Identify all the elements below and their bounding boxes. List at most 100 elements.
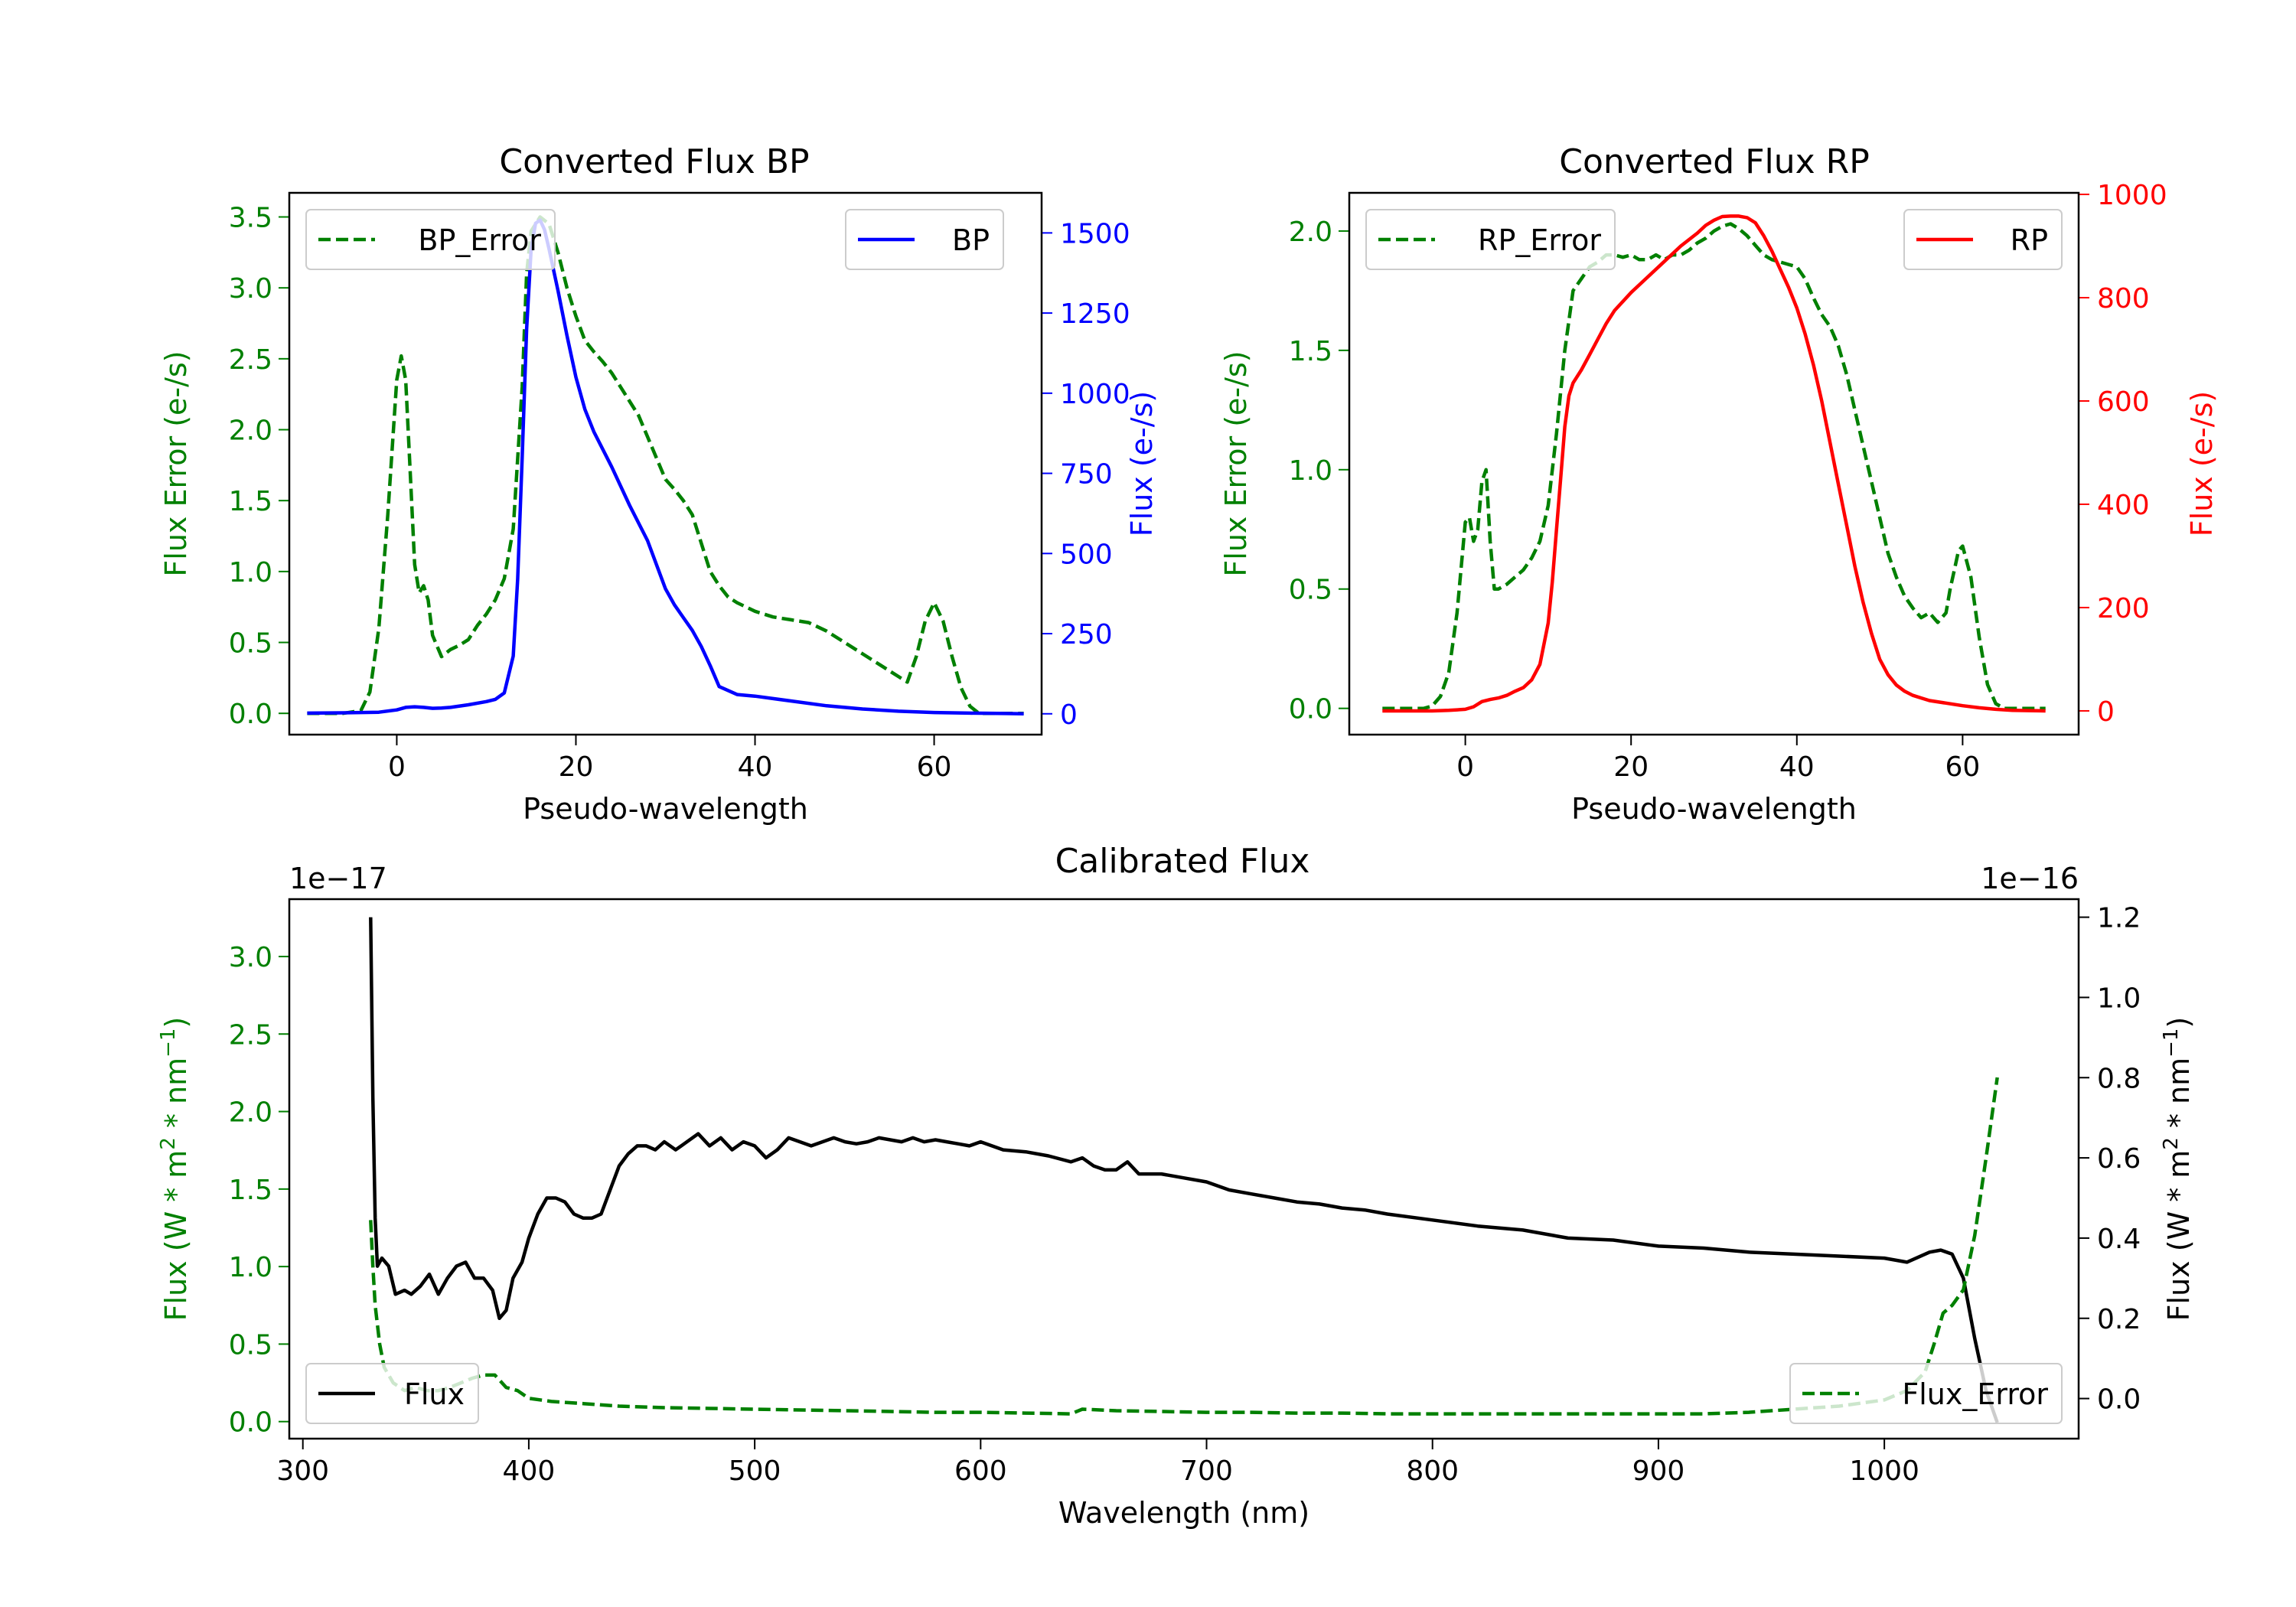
calibrated-x-tick-label: 300 <box>276 1455 329 1487</box>
bp-left-y-tick-label: 1.5 <box>229 486 272 517</box>
calibrated-right-y-axis-label-part: 2 <box>2160 1137 2183 1150</box>
bp-left-y-tick-label: 3.5 <box>229 203 272 234</box>
calibrated-right-y-tick-label: 1.2 <box>2097 903 2141 934</box>
bp-x-tick-label: 60 <box>917 751 952 783</box>
calibrated-right-y-axis-label-part: ) <box>2162 1017 2196 1028</box>
calibrated-x-tick-label: 800 <box>1406 1455 1459 1487</box>
rp-right-y-tick-label: 800 <box>2097 283 2150 315</box>
rp-series-rp-error-line <box>1382 222 2046 710</box>
bp-legend-1-label: BP <box>952 223 990 257</box>
calibrated-x-tick-label: 1000 <box>1849 1455 1919 1487</box>
bp-right-y-axis-label: Flux (e-/s) <box>1125 391 1159 536</box>
calibrated-left-y-tick-label: 2.0 <box>229 1097 272 1129</box>
calibrated-right-y-axis-label-part: Flux (W * m <box>2162 1150 2196 1322</box>
rp-right-y-tick-label: 400 <box>2097 490 2150 521</box>
bp-x-tick-label: 40 <box>738 751 773 783</box>
calibrated-x-tick-label: 900 <box>1632 1455 1685 1487</box>
bp-legend-0-box <box>305 209 556 270</box>
rp-legend-0-label: RP_Error <box>1478 223 1601 257</box>
bp-right-y-tick-label: 0 <box>1060 699 1078 731</box>
rp-legend-0-box <box>1365 209 1616 270</box>
rp-right-y-tick-label: 0 <box>2097 696 2115 728</box>
calibrated-x-tick-label: 600 <box>954 1455 1007 1487</box>
bp-legend-0-label: BP_Error <box>418 223 541 257</box>
rp-legend-1-label: RP <box>2011 223 2048 257</box>
calibrated-right-y-tick-label: 0.8 <box>2097 1063 2141 1094</box>
calibrated-right-y-tick-label: 1.0 <box>2097 983 2141 1014</box>
rp-title: Converted Flux RP <box>1559 142 1870 181</box>
bp-left-y-tick-label: 2.0 <box>229 416 272 447</box>
calibrated-right-y-tick-label: 0.6 <box>2097 1143 2141 1175</box>
calibrated-legend-0-box <box>305 1363 479 1424</box>
calibrated-right-y-axis-label: Flux (W * m2 * nm−1) <box>2160 1017 2196 1322</box>
bp-panel: Converted Flux BP 0 20 40 60 0.0 0.5 1.0 1.5 2.0… <box>159 142 1159 826</box>
bp-x-tick-label: 20 <box>559 751 594 783</box>
bp-left-y-tick-label: 0.0 <box>229 699 272 730</box>
calibrated-left-y-tick-label: 1.5 <box>229 1175 272 1206</box>
calibrated-left-y-axis-label-part: −1 <box>157 1028 180 1058</box>
rp-left-y-tick-label: 1.5 <box>1289 336 1332 367</box>
rp-axes-frame <box>1348 191 2080 736</box>
calibrated-panel: Calibrated Flux 300 400 500 600 700 800 900 100… <box>157 842 2196 1530</box>
calibrated-left-y-tick-label: 2.5 <box>229 1019 272 1051</box>
rp-panel: Converted Flux RP 0 20 40 60 0.0 0.5 1.0 1.5 2.0… <box>1219 142 2219 826</box>
calibrated-right-y-axis-label-part: −1 <box>2160 1028 2183 1058</box>
calibrated-legend-1-label: Flux_Error <box>1902 1377 2048 1411</box>
rp-left-y-tick-label: 0.5 <box>1289 575 1332 606</box>
rp-right-y-tick-label: 1000 <box>2097 180 2167 211</box>
calibrated-left-y-axis-label-part: * nm <box>159 1058 193 1137</box>
calibrated-x-tick-label: 700 <box>1180 1455 1233 1487</box>
rp-left-y-tick-label: 1.0 <box>1289 455 1332 487</box>
calibrated-left-y-axis-label-part: Flux (W * m <box>159 1150 193 1322</box>
rp-x-axis-label: Pseudo-wavelength <box>1571 792 1857 826</box>
rp-left-y-axis-label: Flux Error (e-/s) <box>1219 350 1253 576</box>
calibrated-left-y-axis-label-part: ) <box>159 1017 193 1028</box>
bp-right-y-tick-label: 1000 <box>1060 379 1130 410</box>
rp-left-y-tick-label: 2.0 <box>1289 217 1332 248</box>
calibrated-legend-1-box <box>1789 1363 2063 1424</box>
bp-right-y-tick-label: 1250 <box>1060 298 1130 330</box>
bp-left-y-tick-label: 1.0 <box>229 557 272 588</box>
bp-series-bp-error-line <box>307 215 1024 715</box>
bp-right-y-tick-label: 750 <box>1060 459 1113 491</box>
rp-x-tick-label: 40 <box>1779 751 1815 783</box>
calibrated-right-y-tick-label: 0.4 <box>2097 1224 2141 1255</box>
calibrated-right-y-tick-label: 0.2 <box>2097 1304 2141 1335</box>
bp-x-axis-label: Pseudo-wavelength <box>523 792 808 826</box>
calibrated-x-tick-label: 400 <box>503 1455 556 1487</box>
rp-x-tick-label: 20 <box>1613 751 1649 783</box>
bp-right-y-tick-label: 500 <box>1060 539 1113 570</box>
calibrated-left-y-axis-label: Flux (W * m2 * nm−1) <box>157 1017 193 1322</box>
bp-left-y-tick-label: 0.5 <box>229 628 272 660</box>
rp-right-y-tick-label: 600 <box>2097 386 2150 418</box>
rp-x-tick-label: 0 <box>1456 751 1474 783</box>
rp-right-y-axis-label: Flux (e-/s) <box>2185 391 2219 536</box>
calibrated-series-flux-line <box>369 917 1999 1423</box>
bp-left-y-axis-label: Flux Error (e-/s) <box>159 350 193 576</box>
bp-x-tick-label: 0 <box>388 751 406 783</box>
calibrated-legend-0-label: Flux <box>404 1377 465 1411</box>
bp-title: Converted Flux BP <box>499 142 809 181</box>
calibrated-right-y-axis-label-part: * nm <box>2162 1058 2196 1137</box>
calibrated-title: Calibrated Flux <box>1055 842 1310 881</box>
calibrated-left-offset-text: 1e−17 <box>289 862 387 895</box>
calibrated-left-y-tick-label: 0.0 <box>229 1407 272 1439</box>
calibrated-right-offset-text: 1e−16 <box>1981 862 2079 895</box>
rp-x-tick-label: 60 <box>1945 751 1980 783</box>
calibrated-left-y-tick-label: 3.0 <box>229 942 272 973</box>
bp-left-y-tick-label: 3.0 <box>229 273 272 305</box>
bp-right-y-tick-label: 1500 <box>1060 218 1130 249</box>
calibrated-x-axis-label: Wavelength (nm) <box>1058 1496 1309 1530</box>
bp-series-bp-line <box>307 218 1024 716</box>
rp-right-y-tick-label: 200 <box>2097 593 2150 624</box>
calibrated-axes-frame <box>288 898 2080 1440</box>
calibrated-left-y-tick-label: 1.0 <box>229 1252 272 1283</box>
rp-left-y-tick-label: 0.0 <box>1289 694 1332 725</box>
bp-legend-1-box <box>845 209 1004 270</box>
calibrated-right-y-tick-label: 0.0 <box>2097 1384 2141 1416</box>
bp-axes-frame <box>288 191 1043 736</box>
bp-right-y-tick-label: 250 <box>1060 619 1113 650</box>
calibrated-left-y-tick-label: 0.5 <box>229 1329 272 1361</box>
rp-legend-1-box <box>1903 209 2063 270</box>
